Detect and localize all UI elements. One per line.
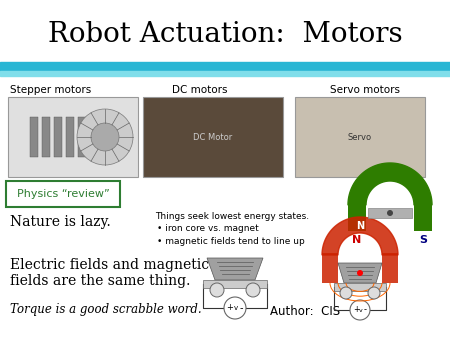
Text: Torque is a good scrabble word.: Torque is a good scrabble word. [10, 303, 202, 316]
Circle shape [340, 287, 352, 299]
Circle shape [246, 283, 260, 297]
Text: N: N [352, 235, 362, 245]
Polygon shape [207, 258, 263, 280]
Text: +: + [353, 306, 359, 314]
Text: • magnetic fields tend to line up: • magnetic fields tend to line up [157, 237, 305, 246]
Bar [30, 117, 38, 157]
Circle shape [77, 109, 133, 165]
Text: Servo: Servo [348, 132, 372, 142]
Bar [66, 117, 74, 157]
Circle shape [350, 300, 370, 320]
Polygon shape [338, 263, 382, 283]
Bar [334, 283, 386, 291]
Bar [414, 203, 432, 231]
Text: Servo motors: Servo motors [330, 85, 400, 95]
Bar [322, 253, 338, 283]
Text: Robot Actuation:  Motors: Robot Actuation: Motors [48, 22, 402, 48]
Polygon shape [348, 163, 432, 205]
Text: Nature is lazy.: Nature is lazy. [10, 215, 111, 229]
Circle shape [368, 287, 380, 299]
Text: S: S [419, 235, 427, 245]
Circle shape [210, 283, 224, 297]
Circle shape [91, 123, 119, 151]
Text: Electric fields and magnetic
fields are the same thing.: Electric fields and magnetic fields are … [10, 258, 209, 288]
Bar [143, 97, 283, 177]
Bar [8, 97, 138, 177]
Text: Stepper motors: Stepper motors [10, 85, 91, 95]
Text: Author:  CIS: Author: CIS [270, 305, 340, 318]
Text: • iron core vs. magnet: • iron core vs. magnet [157, 224, 259, 233]
Bar [203, 280, 267, 288]
Circle shape [224, 297, 246, 319]
Text: DC Motor: DC Motor [194, 132, 233, 142]
Bar [382, 253, 398, 283]
Text: DC motors: DC motors [172, 85, 228, 95]
Bar [348, 203, 366, 231]
Text: v: v [359, 308, 363, 313]
Bar [54, 117, 62, 157]
Bar [368, 208, 412, 218]
Text: N: N [356, 221, 364, 231]
Circle shape [357, 270, 363, 276]
Polygon shape [322, 217, 398, 255]
Bar [0, 71, 450, 76]
Circle shape [387, 210, 393, 216]
FancyBboxPatch shape [6, 181, 120, 207]
Bar [0, 62, 450, 71]
Text: -: - [364, 306, 366, 314]
Text: Physics “review”: Physics “review” [17, 189, 109, 199]
Bar [295, 97, 425, 177]
Bar [42, 117, 50, 157]
Text: Things seek lowest energy states.: Things seek lowest energy states. [155, 212, 309, 221]
Text: -: - [239, 303, 243, 313]
Bar [78, 117, 86, 157]
Text: v: v [234, 305, 238, 311]
Text: +: + [226, 304, 234, 313]
